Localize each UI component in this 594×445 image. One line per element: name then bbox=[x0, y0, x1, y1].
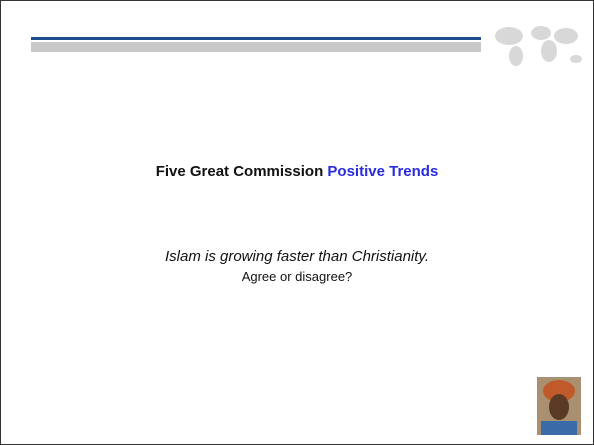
world-map bbox=[495, 26, 582, 66]
header-decoration bbox=[31, 26, 582, 66]
slide-title: Five Great Commission Positive Trends bbox=[1, 163, 593, 180]
header-bar-gray bbox=[31, 42, 481, 52]
title-highlight: Positive Trends bbox=[327, 163, 439, 180]
header-bar bbox=[31, 37, 481, 40]
portrait-photo bbox=[537, 377, 581, 435]
question: Islam is growing faster than Christianit… bbox=[165, 248, 429, 265]
title-text: Five Great Commission bbox=[155, 163, 324, 180]
prompt: Agree or disagree? bbox=[241, 269, 353, 284]
